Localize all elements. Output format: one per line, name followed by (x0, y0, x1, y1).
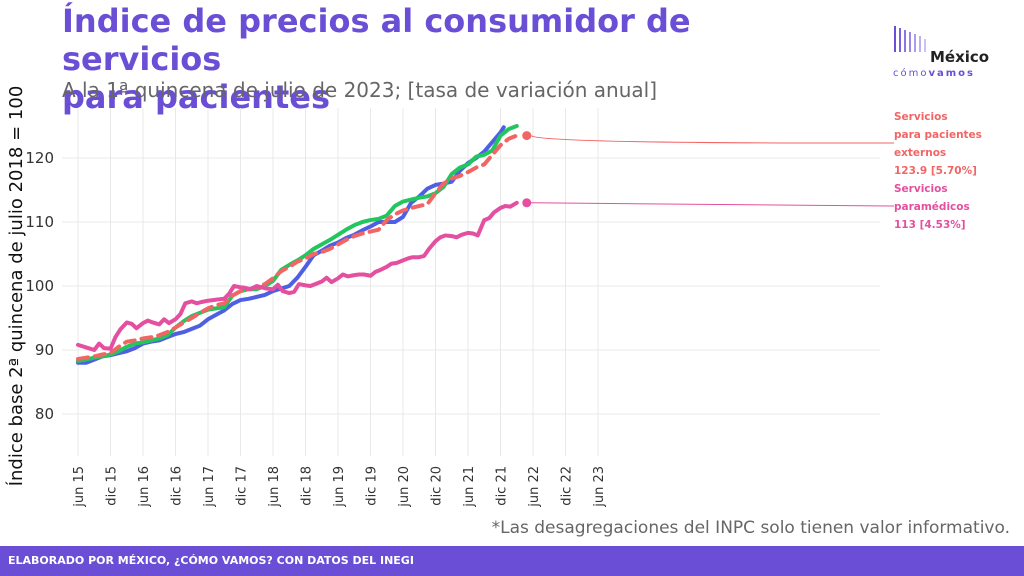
y-tick-label: 90 (35, 341, 54, 359)
annotation-connector-paramedicos (530, 202, 895, 207)
logo-como-vamos-text: cómovamos (893, 68, 975, 79)
x-tick-label: dic 19 (365, 466, 380, 506)
x-tick-label: dic 21 (495, 466, 510, 506)
x-tick-label: jun 20 (397, 466, 412, 508)
x-tick-label: jun 18 (267, 466, 282, 508)
endpoint-marker-paramedicos (522, 198, 532, 208)
x-tick-label: dic 20 (430, 466, 445, 506)
line-chart: 80 90 100 110 120 jun 15 dic 15 jun 16 dic 16 jun… (25, 108, 895, 508)
x-tick-label: dic 15 (105, 466, 120, 506)
x-tick-label: dic 22 (560, 466, 575, 506)
footer-credit: ELABORADO POR MÉXICO, ¿CÓMO VAMOS? CON D… (0, 546, 1024, 576)
y-tick-label: 100 (25, 277, 54, 295)
endpoint-marker-externos (522, 131, 532, 141)
x-tick-label: jun 16 (137, 466, 152, 508)
logo-vamos-text: vamos (928, 68, 975, 79)
annotation-paramedicos: Servicios paramédicos 113 [4.53%] (894, 183, 970, 231)
footnote: *Las desagregaciones del INPC solo tiene… (491, 518, 1010, 538)
x-tick-label: jun 21 (462, 466, 477, 508)
x-tick-label: jun 17 (202, 466, 217, 508)
logo-bars-icon (894, 26, 926, 52)
chart-ticks: 80 90 100 110 120 jun 15 dic 15 jun 16 dic 16 jun… (25, 149, 607, 508)
chart-grid (62, 108, 880, 456)
mexico-como-vamos-logo (894, 26, 926, 52)
logo-mexico-text: México (930, 48, 990, 66)
x-tick-label: dic 18 (300, 466, 315, 506)
y-tick-label: 120 (25, 149, 54, 167)
x-tick-label: jun 22 (527, 466, 542, 508)
x-tick-label: dic 17 (235, 466, 250, 506)
logo-como-text: cómo (893, 68, 929, 79)
x-tick-label: jun 15 (72, 466, 87, 508)
series-line-green (76, 124, 519, 363)
y-tick-label: 80 (35, 405, 54, 423)
annotation-connector-externos (530, 135, 895, 144)
x-tick-label: dic 16 (170, 466, 185, 506)
chart-series (76, 124, 895, 365)
y-tick-label: 110 (25, 213, 54, 231)
series-line-pink (76, 200, 519, 352)
series-line-blue (76, 125, 506, 365)
x-tick-label: jun 23 (592, 466, 607, 508)
series-line-red (76, 133, 519, 361)
x-tick-label: jun 19 (332, 466, 347, 508)
chart-subtitle: A la 1ª quincena de julio de 2023; [tasa… (62, 78, 658, 102)
annotation-externos: Servicios para pacientes externos 123.9 … (894, 111, 982, 177)
chart-title: Índice de precios al consumidor de servi… (62, 2, 691, 116)
